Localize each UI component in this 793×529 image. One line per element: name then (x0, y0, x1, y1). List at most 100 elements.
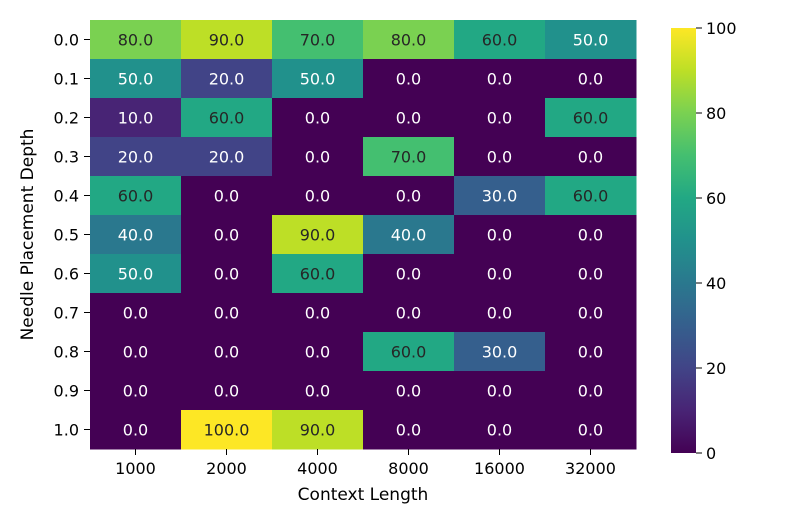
x-tick-label: 4000 (297, 459, 338, 478)
cell-value-label: 0.0 (487, 148, 512, 167)
cell-value-label: 20.0 (209, 148, 245, 167)
colorbar (671, 28, 696, 453)
cell-value-label: 60.0 (573, 187, 609, 206)
cell-value-label: 0.0 (305, 148, 330, 167)
heatmap-cell (545, 98, 637, 138)
cell-value-label: 70.0 (300, 31, 336, 50)
heatmap-cell (90, 371, 182, 411)
cell-value-label: 60.0 (391, 343, 427, 362)
heatmap-cell (181, 215, 273, 255)
heatmap-cell (454, 293, 546, 333)
cell-value-label: 0.0 (214, 382, 239, 401)
colorbar-tick-label: 100 (706, 19, 737, 38)
y-axis-ticks: 0.0 0.1 0.2 0.3 0.4 0.5 0.6 0.7 0.8 0.9 1.0 (54, 31, 90, 440)
cell-value-label: 40.0 (118, 226, 154, 245)
heatmap-cell (363, 137, 455, 177)
x-tick-label: 8000 (388, 459, 429, 478)
cell-value-label: 0.0 (578, 382, 603, 401)
heatmap-cell (272, 254, 364, 294)
heatmap-cell (90, 293, 182, 333)
heatmap-cell (90, 254, 182, 294)
cell-value-label: 60.0 (573, 109, 609, 128)
heatmap-cell (90, 20, 182, 60)
cell-value-label: 80.0 (391, 31, 427, 50)
cell-value-label: 0.0 (305, 109, 330, 128)
heatmap-cell-labels: 80.0 90.0 70.0 80.0 60.0 50.0 50.0 20.0 50.0 0.0 0… (118, 31, 609, 440)
heatmap-cell (272, 176, 364, 216)
cell-value-label: 0.0 (214, 265, 239, 284)
cell-value-label: 0.0 (487, 382, 512, 401)
cell-value-label: 0.0 (214, 304, 239, 323)
cell-value-label: 0.0 (578, 265, 603, 284)
colorbar-tick-label: 60 (706, 189, 726, 208)
heatmap-cell (454, 215, 546, 255)
colorbar-tick-label: 20 (706, 359, 726, 378)
heatmap-cell (454, 254, 546, 294)
y-tick-label: 0.1 (54, 70, 79, 89)
heatmap-cell (181, 332, 273, 372)
cell-value-label: 0.0 (123, 304, 148, 323)
heatmap-cell (545, 254, 637, 294)
x-tick-label: 16000 (474, 459, 525, 478)
heatmap-cell (363, 293, 455, 333)
heatmap-cell (454, 137, 546, 177)
heatmap-cell (272, 410, 364, 450)
heatmap-cell (545, 59, 637, 99)
heatmap-cell (363, 254, 455, 294)
cell-value-label: 0.0 (487, 265, 512, 284)
y-tick-label: 0.3 (54, 148, 79, 167)
cell-value-label: 0.0 (487, 304, 512, 323)
cell-value-label: 60.0 (482, 31, 518, 50)
x-tick-label: 32000 (565, 459, 616, 478)
heatmap-cell (454, 371, 546, 411)
cell-value-label: 90.0 (209, 31, 245, 50)
heatmap-cell (363, 59, 455, 99)
y-tick-label: 0.2 (54, 109, 79, 128)
colorbar-tick-label: 40 (706, 274, 726, 293)
heatmap-cell (181, 59, 273, 99)
y-tick-label: 0.6 (54, 265, 79, 284)
heatmap-cell (181, 371, 273, 411)
heatmap-cell (181, 410, 273, 450)
heatmap-cell (545, 410, 637, 450)
heatmap-cell (181, 20, 273, 60)
cell-value-label: 60.0 (118, 187, 154, 206)
cell-value-label: 0.0 (305, 304, 330, 323)
heatmap-cell (363, 371, 455, 411)
heatmap-cell (272, 137, 364, 177)
x-tick-label: 2000 (206, 459, 247, 478)
heatmap-cell (181, 98, 273, 138)
cell-value-label: 0.0 (578, 148, 603, 167)
cell-value-label: 30.0 (482, 343, 518, 362)
cell-value-label: 50.0 (573, 31, 609, 50)
heatmap-cell (454, 59, 546, 99)
heatmap-cell (90, 176, 182, 216)
cell-value-label: 70.0 (391, 148, 427, 167)
cell-value-label: 0.0 (578, 304, 603, 323)
heatmap-cell (545, 371, 637, 411)
cell-value-label: 80.0 (118, 31, 154, 50)
heatmap-cell (90, 332, 182, 372)
cell-value-label: 50.0 (118, 265, 154, 284)
heatmap-cell (545, 332, 637, 372)
colorbar-tick-label: 0 (706, 444, 716, 463)
heatmap-cell (272, 332, 364, 372)
cell-value-label: 60.0 (300, 265, 336, 284)
heatmap-cell (454, 176, 546, 216)
cell-value-label: 50.0 (118, 70, 154, 89)
heatmap-cell (363, 332, 455, 372)
heatmap-cell (90, 59, 182, 99)
cell-value-label: 60.0 (209, 109, 245, 128)
heatmap-cell (90, 410, 182, 450)
cell-value-label: 0.0 (578, 343, 603, 362)
cell-value-label: 100.0 (204, 421, 250, 440)
cell-value-label: 0.0 (396, 187, 421, 206)
cell-value-label: 0.0 (305, 382, 330, 401)
cell-value-label: 0.0 (487, 70, 512, 89)
y-tick-label: 0.7 (54, 304, 79, 323)
heatmap-cell (272, 293, 364, 333)
heatmap-cell (181, 137, 273, 177)
cell-value-label: 0.0 (305, 187, 330, 206)
heatmap-cell (90, 215, 182, 255)
